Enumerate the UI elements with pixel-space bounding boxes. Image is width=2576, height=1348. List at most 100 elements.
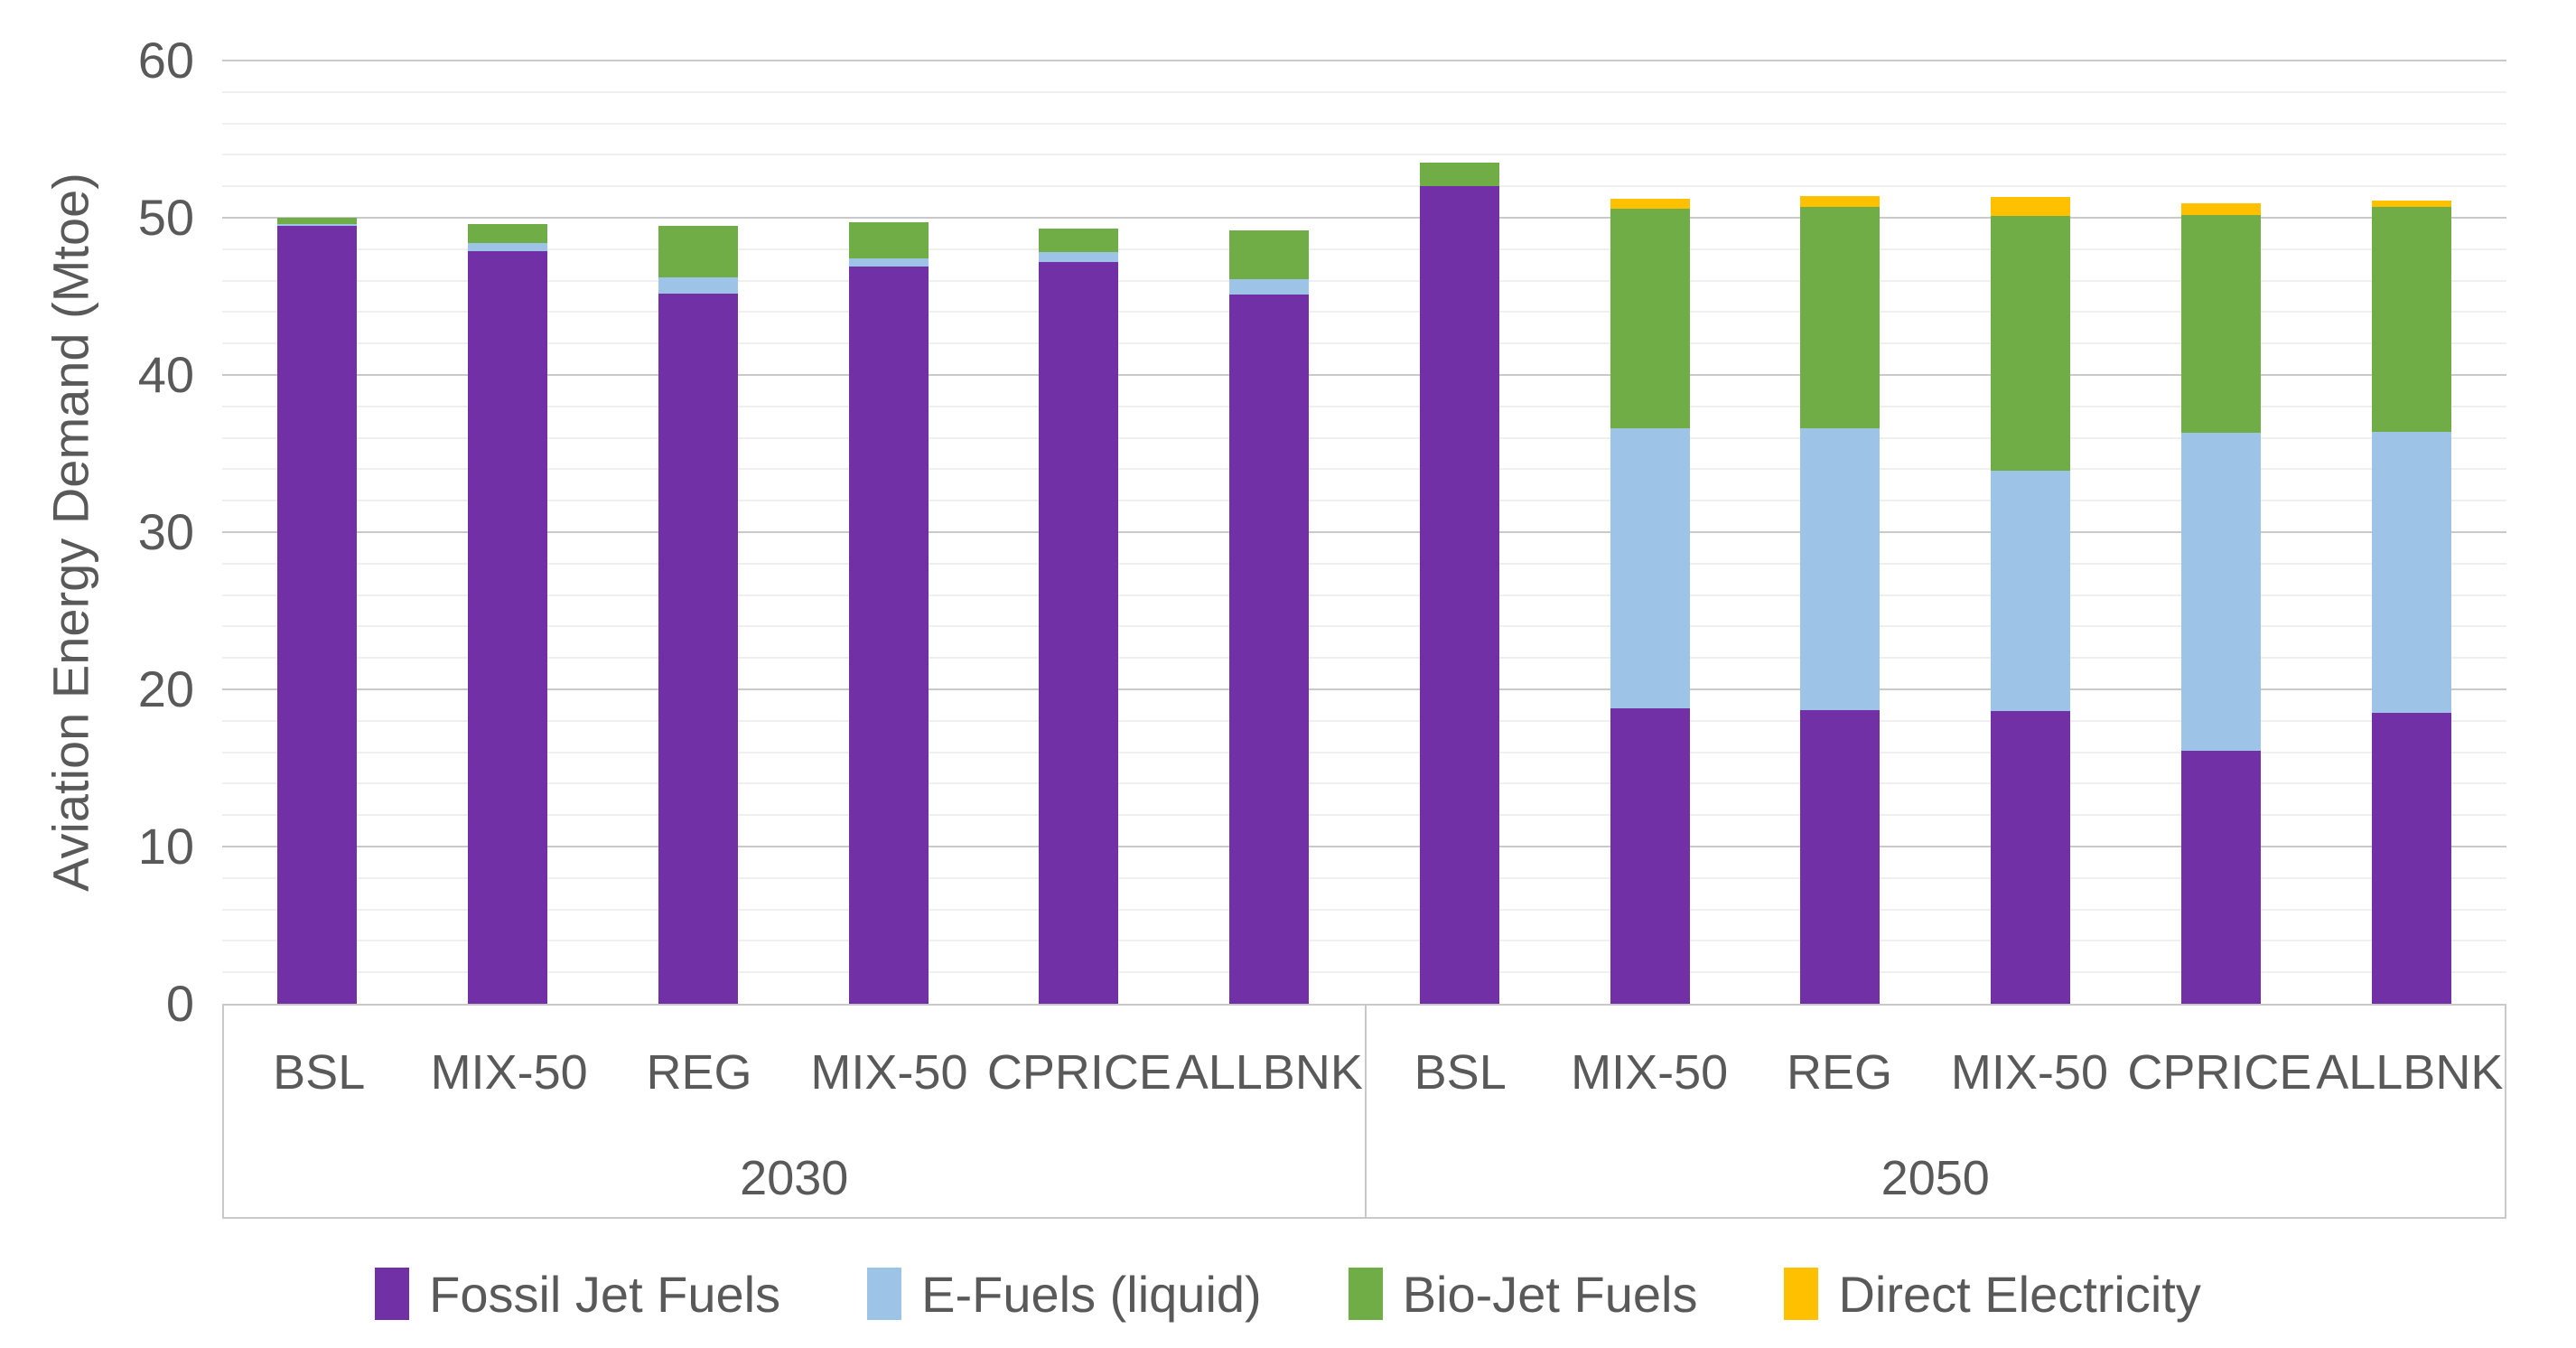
bar-segment-fossil-jet-fuels-allbnk-2050 <box>2371 713 2451 1004</box>
minor-gridline <box>222 436 2506 439</box>
bar-segment-fossil-jet-fuels-mix-50-2030 <box>468 250 548 1004</box>
bar-segment-fossil-jet-fuels-cprice-2050 <box>2180 750 2261 1004</box>
y-axis-tick-labels: 0 10 20 30 40 50 60 <box>0 35 194 1029</box>
plot-area <box>222 60 2506 1004</box>
bar-segment-fossil-jet-fuels-reg-2030 <box>658 293 738 1004</box>
minor-gridline <box>222 594 2506 596</box>
minor-gridline <box>222 279 2506 282</box>
bar-segment-fossil-jet-fuels-mix-50-2050 <box>1610 707 1690 1004</box>
minor-gridline <box>222 876 2506 879</box>
bar-segment-fossil-jet-fuels-cprice-2030 <box>1039 261 1119 1004</box>
bar-segment-bio-jet-fuels-mix-50-2030 <box>468 223 548 243</box>
minor-gridline <box>222 185 2506 188</box>
bar-segment-fossil-jet-fuels-mix-50-2050 <box>1991 711 2071 1004</box>
minor-gridline <box>222 154 2506 156</box>
category-axis-box: BSL MIX-50 REG MIX-50 CPRICE ALLBNK BSL MIX-50 R… <box>222 1004 2506 1219</box>
bar-segment-e-fuels-liquid-reg-2050 <box>1800 428 1881 710</box>
bar-segment-fossil-jet-fuels-bsl-2030 <box>277 225 358 1004</box>
legend-swatch-icon <box>1784 1268 1819 1320</box>
legend-label: Fossil Jet Fuels <box>429 1265 781 1323</box>
bar-segment-direct-electricity-reg-2050 <box>1800 195 1881 207</box>
bar-segment-bio-jet-fuels-reg-2030 <box>658 225 738 278</box>
category-label: MIX-50 <box>430 1045 588 1100</box>
bar-segment-direct-electricity-mix-50-2050 <box>1991 197 2071 217</box>
category-label: ALLBNK <box>1175 1045 1363 1100</box>
minor-gridline <box>222 311 2506 314</box>
category-label: REG <box>646 1045 752 1100</box>
minor-gridline <box>222 625 2506 628</box>
category-label: REG <box>1787 1045 1893 1100</box>
bar-segment-bio-jet-fuels-allbnk-2030 <box>1229 229 1310 279</box>
minor-gridline <box>222 122 2506 125</box>
bar-segment-direct-electricity-mix-50-2050 <box>1610 199 1690 209</box>
category-label: MIX-50 <box>810 1045 968 1100</box>
minor-gridline <box>222 405 2506 407</box>
bar-segment-fossil-jet-fuels-bsl-2050 <box>1419 186 1499 1004</box>
year-group-label: 2050 <box>1364 1139 2506 1217</box>
minor-gridline <box>222 814 2506 817</box>
bar-segment-fossil-jet-fuels-allbnk-2030 <box>1229 295 1310 1004</box>
chart-legend: Fossil Jet Fuels E-Fuels (liquid) Bio-Jet … <box>0 1252 2576 1335</box>
major-gridline <box>222 60 2506 61</box>
minor-gridline <box>222 751 2506 754</box>
bar-segment-bio-jet-fuels-allbnk-2050 <box>2371 206 2451 432</box>
bar-segment-bio-jet-fuels-bsl-2030 <box>277 218 358 224</box>
minor-gridline <box>222 342 2506 345</box>
legend-item: E-Fuels (liquid) <box>867 1265 1262 1324</box>
bar-segment-fossil-jet-fuels-reg-2050 <box>1800 709 1881 1004</box>
bar-segment-bio-jet-fuels-bsl-2050 <box>1419 163 1499 187</box>
major-gridline <box>222 217 2506 219</box>
category-label: CPRICE <box>986 1045 1171 1100</box>
y-axis-tick-label: 40 <box>137 346 194 403</box>
minor-gridline <box>222 719 2506 722</box>
bar-segment-bio-jet-fuels-cprice-2050 <box>2180 214 2261 434</box>
year-label-row: 2030 2050 <box>224 1139 2505 1217</box>
minor-gridline <box>222 940 2506 942</box>
bar-segment-e-fuels-liquid-mix-50-2050 <box>1610 428 1690 708</box>
y-axis-tick-label: 50 <box>137 189 194 246</box>
category-label: MIX-50 <box>1571 1045 1729 1100</box>
minor-gridline <box>222 657 2506 660</box>
y-axis-tick-label: 10 <box>137 818 194 875</box>
bar-segment-bio-jet-fuels-mix-50-2050 <box>1610 208 1690 429</box>
major-gridline <box>222 531 2506 533</box>
legend-item: Bio-Jet Fuels <box>1348 1265 1698 1324</box>
bar-segment-e-fuels-liquid-mix-50-2030 <box>468 242 548 251</box>
bar-segment-e-fuels-liquid-cprice-2030 <box>1039 252 1119 262</box>
year-group-label: 2030 <box>740 1151 849 1205</box>
y-axis-tick-label: 20 <box>137 660 194 717</box>
y-axis-tick-label: 30 <box>137 503 194 560</box>
bar-segment-e-fuels-liquid-mix-50-2050 <box>1991 471 2071 712</box>
bar-segment-bio-jet-fuels-reg-2050 <box>1800 206 1881 429</box>
bar-segment-direct-electricity-allbnk-2050 <box>2371 200 2451 207</box>
category-label: CPRICE <box>2127 1045 2312 1100</box>
bar-segment-bio-jet-fuels-mix-50-2030 <box>848 222 929 259</box>
major-gridline <box>222 374 2506 376</box>
legend-label: Direct Electricity <box>1838 1265 2201 1323</box>
legend-swatch-icon <box>375 1268 410 1320</box>
bar-segment-e-fuels-liquid-reg-2030 <box>658 277 738 294</box>
category-label: BSL <box>1364 1006 1554 1139</box>
minor-gridline <box>222 971 2506 974</box>
bar-segment-e-fuels-liquid-allbnk-2050 <box>2371 431 2451 714</box>
bar-segment-e-fuels-liquid-mix-50-2030 <box>848 258 929 267</box>
category-label: MIX-50 <box>1950 1045 2108 1100</box>
legend-label: E-Fuels (liquid) <box>921 1265 1262 1323</box>
major-gridline <box>222 688 2506 690</box>
minor-gridline <box>222 782 2506 785</box>
legend-label: Bio-Jet Fuels <box>1402 1265 1698 1323</box>
bar-segment-bio-jet-fuels-cprice-2030 <box>1039 229 1119 253</box>
category-label: ALLBNK <box>2316 1045 2504 1100</box>
bar-segment-bio-jet-fuels-mix-50-2050 <box>1991 216 2071 472</box>
legend-item: Fossil Jet Fuels <box>375 1265 780 1324</box>
bar-segment-direct-electricity-cprice-2050 <box>2180 203 2261 215</box>
major-gridline <box>222 846 2506 847</box>
minor-gridline <box>222 248 2506 250</box>
minor-gridline <box>222 908 2506 911</box>
legend-swatch-icon <box>867 1268 902 1320</box>
bar-segment-e-fuels-liquid-allbnk-2030 <box>1229 278 1310 295</box>
bar-segment-e-fuels-liquid-bsl-2030 <box>277 223 358 226</box>
legend-swatch-icon <box>1348 1268 1383 1320</box>
minor-gridline <box>222 90 2506 93</box>
